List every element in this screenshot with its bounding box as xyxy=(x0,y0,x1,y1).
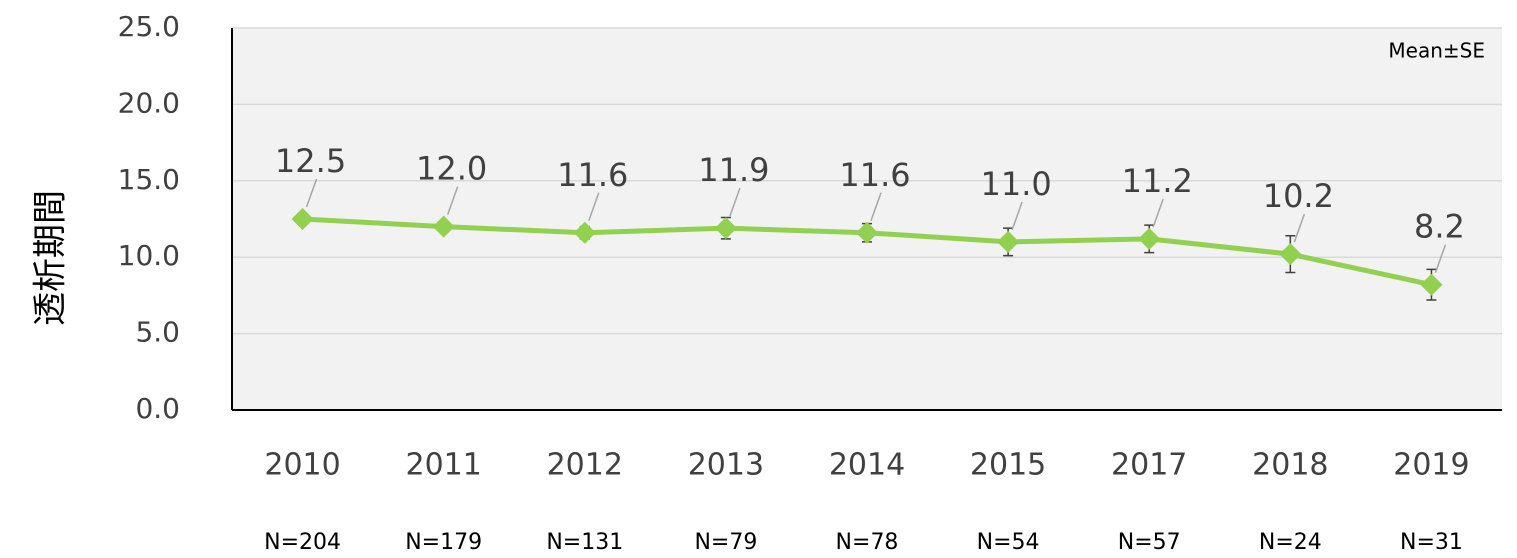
marker xyxy=(856,221,878,244)
y-tick-label: 20.0 xyxy=(118,86,180,119)
n-label: N=57 xyxy=(1118,530,1181,555)
n-label: N=131 xyxy=(546,530,623,555)
x-tick-label: 2013 xyxy=(688,448,764,483)
n-label: N=204 xyxy=(264,530,341,555)
leader-line xyxy=(1152,198,1164,228)
data-label: 11.0 xyxy=(980,165,1051,203)
marker xyxy=(573,221,596,244)
x-tick-label: 2011 xyxy=(405,448,481,483)
leader-line xyxy=(729,187,741,217)
n-label: N=31 xyxy=(1400,530,1463,555)
y-tick-label: 0.0 xyxy=(135,392,180,425)
x-tick-label: 2012 xyxy=(547,448,623,483)
marker xyxy=(1279,243,1302,266)
n-label: N=179 xyxy=(405,530,482,555)
y-tick-label: 10.0 xyxy=(118,239,180,272)
data-label: 10.2 xyxy=(1263,177,1334,215)
data-label: 11.6 xyxy=(557,156,628,194)
leader-line xyxy=(1293,213,1306,243)
marker xyxy=(1420,273,1443,296)
leader-line xyxy=(588,192,600,222)
x-tick-label: 2015 xyxy=(970,448,1046,483)
y-axis-label: 透析期間 xyxy=(31,190,71,326)
data-label: 8.2 xyxy=(1414,208,1465,246)
x-tick-label: 2010 xyxy=(264,448,340,483)
data-label: 11.9 xyxy=(698,151,769,189)
leader-line xyxy=(1011,201,1023,231)
n-label: N=79 xyxy=(694,530,757,555)
plot-area xyxy=(232,28,1502,410)
marker xyxy=(997,230,1020,253)
leader-line xyxy=(1434,244,1447,273)
data-label: 12.0 xyxy=(416,150,487,188)
leader-line xyxy=(305,178,318,208)
y-tick-label: 15.0 xyxy=(118,163,180,196)
annotation: Mean±SE xyxy=(1388,39,1485,63)
y-tick-label: 5.0 xyxy=(135,316,180,349)
x-tick-label: 2017 xyxy=(1111,448,1187,483)
marker xyxy=(714,217,737,240)
data-label: 12.5 xyxy=(275,142,346,180)
marker xyxy=(1138,227,1161,250)
y-tick-label: 25.0 xyxy=(118,10,180,43)
leader-line xyxy=(446,186,459,215)
data-label: 11.2 xyxy=(1122,162,1193,200)
n-label: N=54 xyxy=(977,530,1040,555)
marker xyxy=(432,215,455,238)
x-tick-label: 2018 xyxy=(1252,448,1328,483)
data-label: 11.6 xyxy=(839,156,910,194)
leader-line xyxy=(870,192,882,222)
n-label: N=78 xyxy=(836,530,899,555)
x-tick-label: 2014 xyxy=(829,448,905,483)
n-label: N=24 xyxy=(1259,530,1322,555)
marker xyxy=(291,208,314,230)
x-tick-label: 2019 xyxy=(1393,448,1469,483)
